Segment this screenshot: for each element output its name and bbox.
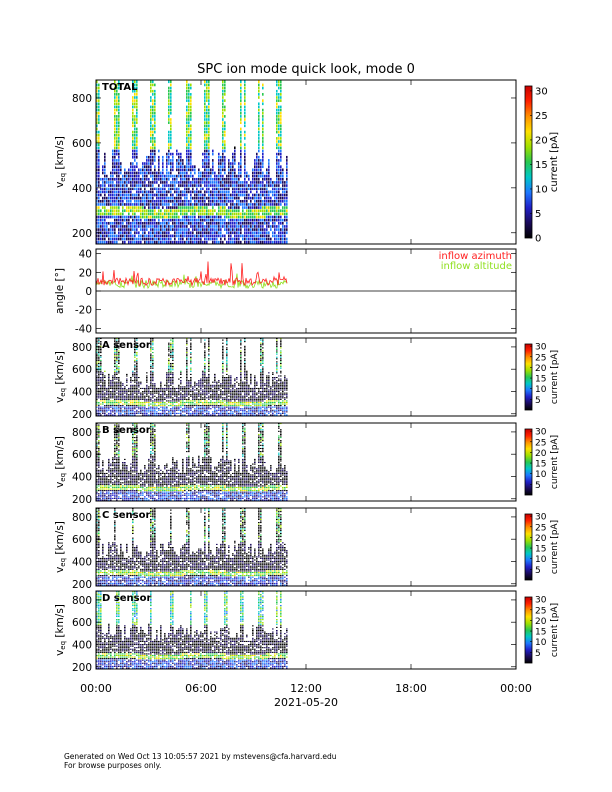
colorbar-D-tick-label-0: 5 — [535, 649, 541, 659]
colorbar-A-tick-label-5: 30 — [535, 343, 547, 353]
colorbar-A-tick-label-4: 25 — [535, 353, 546, 363]
footer: Generated on Wed Oct 13 10:05:57 2021 by… — [64, 752, 336, 770]
colorbar-C-tick-label-1: 10 — [535, 555, 547, 565]
figure-title: SPC ion mode quick look, mode 0 — [197, 62, 415, 77]
x-tick-label-1: 06:00 — [185, 682, 217, 695]
colorbar-A-tick-label-3: 20 — [535, 364, 547, 374]
y-axis-label-C: veq [km/s] — [54, 521, 67, 573]
y-axis-label-D: veq [km/s] — [54, 604, 67, 656]
colorbar-D-tick-label-1: 10 — [535, 638, 547, 648]
y-tick-label-A-0: 200 — [72, 409, 92, 421]
panel-label-TOTAL: TOTAL — [102, 82, 138, 93]
y-tick-label-TOTAL-3: 800 — [72, 93, 92, 105]
series-line-inflow-azimuth — [95, 261, 288, 287]
colorbar-TOTAL — [524, 85, 533, 239]
spectrogram-TOTAL — [96, 80, 288, 244]
colorbar-D-tick-label-2: 15 — [535, 628, 546, 638]
y-tick-label-B-1: 400 — [72, 471, 92, 483]
colorbar-A — [524, 343, 533, 411]
y-axis-label-A: veq [km/s] — [54, 351, 67, 403]
colorbar-B-tick-label-5: 30 — [535, 428, 547, 438]
x-tick-label-4: 00:00 — [500, 682, 532, 695]
colorbar-C-tick-label-4: 25 — [535, 523, 546, 533]
colorbar-A-tick-label-1: 10 — [535, 385, 547, 395]
colorbar-B-tick-label-1: 10 — [535, 470, 547, 480]
y-tick-label-A-2: 600 — [72, 364, 92, 376]
colorbar-B-tick-label-3: 20 — [535, 449, 547, 459]
colorbar-TOTAL-tick-label-6: 30 — [535, 86, 548, 97]
colorbar-B — [524, 428, 533, 496]
y-tick-label-D-2: 600 — [72, 617, 92, 629]
colorbar-A-tick-label-0: 5 — [535, 396, 541, 406]
colorbar-TOTAL-tick-label-5: 25 — [535, 111, 548, 122]
colorbar-B-label: current [pA] — [550, 435, 560, 489]
colorbar-A-label: current [pA] — [550, 350, 560, 404]
footer-note: For browse purposes only. — [64, 761, 162, 770]
legend-inflow-altitude: inflow altitude — [441, 261, 512, 272]
panel-label-D: D sensor — [102, 593, 151, 604]
spectrogram-D — [96, 591, 288, 669]
colorbar-D — [524, 596, 533, 664]
y-tick-label-B-0: 200 — [72, 494, 92, 506]
colorbar-TOTAL-tick-label-0: 0 — [535, 234, 541, 245]
y-tick-label-angle-4: 40 — [79, 249, 92, 261]
colorbar-TOTAL-label: current [pA] — [549, 132, 560, 192]
colorbar-TOTAL-tick-label-1: 5 — [535, 209, 541, 220]
colorbar-A-tick-label-2: 15 — [535, 375, 546, 385]
y-tick-label-C-0: 200 — [72, 579, 92, 591]
legend-inflow-azimuth: inflow azimuth — [439, 251, 512, 262]
y-axis-label-TOTAL: veq [km/s] — [54, 136, 67, 188]
colorbar-TOTAL-tick-label-2: 10 — [535, 184, 548, 195]
colorbar-D-tick-label-5: 30 — [535, 596, 547, 606]
y-tick-label-C-1: 400 — [72, 556, 92, 568]
colorbar-D-label: current [pA] — [550, 603, 560, 657]
colorbar-TOTAL-tick-label-3: 15 — [535, 160, 548, 171]
y-tick-label-angle-0: -40 — [75, 323, 92, 335]
spectrogram-C — [96, 508, 288, 586]
x-tick-label-0: 00:00 — [80, 682, 112, 695]
y-tick-label-D-0: 200 — [72, 662, 92, 674]
y-tick-label-angle-3: 20 — [79, 267, 92, 279]
panel-label-B: B sensor — [102, 425, 151, 436]
y-axis-label-B: veq [km/s] — [54, 436, 67, 488]
colorbar-C-label: current [pA] — [550, 520, 560, 574]
spectrogram-B — [96, 423, 288, 501]
y-axis-label-angle: angle [°] — [54, 268, 66, 314]
colorbar-C-tick-label-0: 5 — [535, 566, 541, 576]
colorbar-C-tick-label-2: 15 — [535, 545, 546, 555]
colorbar-D-tick-label-3: 20 — [535, 617, 547, 627]
x-tick-label-2: 12:00 — [290, 682, 322, 695]
y-tick-label-TOTAL-2: 600 — [72, 138, 92, 150]
y-tick-label-C-3: 800 — [72, 512, 92, 524]
colorbar-C — [524, 513, 533, 581]
colorbar-C-tick-label-3: 20 — [535, 534, 547, 544]
y-tick-label-B-2: 600 — [72, 449, 92, 461]
y-tick-label-A-1: 400 — [72, 386, 92, 398]
x-axis-date: 2021-05-20 — [274, 696, 338, 709]
colorbar-D-tick-label-4: 25 — [535, 606, 546, 616]
panel-label-C: C sensor — [102, 510, 150, 521]
footer-generated: Generated on Wed Oct 13 10:05:57 2021 by… — [64, 752, 337, 761]
y-tick-label-D-3: 800 — [72, 595, 92, 607]
colorbar-B-tick-label-2: 15 — [535, 460, 546, 470]
y-tick-label-B-3: 800 — [72, 427, 92, 439]
y-tick-label-TOTAL-1: 400 — [72, 183, 92, 195]
colorbar-B-tick-label-0: 5 — [535, 481, 541, 491]
spectrogram-A — [96, 338, 288, 416]
panel-label-A: A sensor — [102, 340, 151, 351]
y-tick-label-angle-2: 0 — [85, 286, 92, 298]
y-tick-label-D-1: 400 — [72, 639, 92, 651]
y-tick-label-angle-1: -20 — [75, 305, 92, 317]
colorbar-TOTAL-tick-label-4: 20 — [535, 135, 548, 146]
colorbar-C-tick-label-5: 30 — [535, 513, 547, 523]
y-tick-label-C-2: 600 — [72, 534, 92, 546]
y-tick-label-TOTAL-0: 200 — [72, 228, 92, 240]
colorbar-B-tick-label-4: 25 — [535, 438, 546, 448]
x-tick-label-3: 18:00 — [395, 682, 427, 695]
y-tick-label-A-3: 800 — [72, 342, 92, 354]
